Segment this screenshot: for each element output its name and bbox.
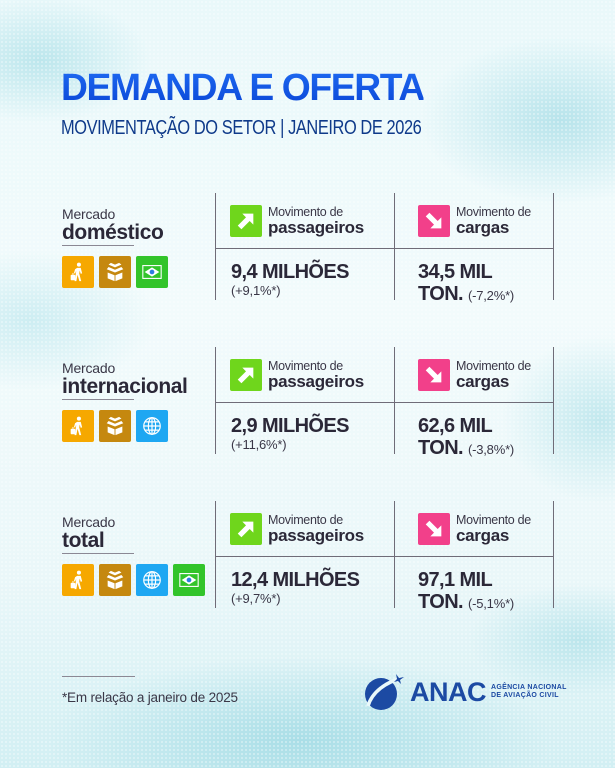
passengers-change: (+9,7%*) <box>231 591 281 606</box>
passengers-header: Movimento de passageiros <box>230 359 364 391</box>
divider <box>215 193 216 300</box>
agency-name: AGÊNCIA NACIONAL DE AVIAÇÃO CIVIL <box>491 684 567 699</box>
brazil-flag-icon <box>136 256 168 288</box>
traveler-icon <box>62 410 94 442</box>
passengers-value: 2,9 MILHÕES (+11,6%*) <box>231 415 349 452</box>
cargo-header: Movimento de cargas <box>418 359 531 391</box>
brazil-flag-icon <box>173 564 205 596</box>
globe-icon <box>136 410 168 442</box>
market-label: Mercado doméstico <box>62 206 164 244</box>
passengers-change: (+9,1%*) <box>231 283 281 298</box>
traveler-icon <box>62 256 94 288</box>
divider <box>216 402 553 403</box>
divider <box>215 501 216 608</box>
arrow-up-right-icon <box>230 513 262 545</box>
traveler-icon <box>62 564 94 596</box>
boxes-icon <box>99 564 131 596</box>
boxes-icon <box>99 410 131 442</box>
divider <box>62 399 134 400</box>
divider <box>62 553 134 554</box>
cargo-value: 97,1 MIL TON. (-5,1%*) <box>418 569 515 613</box>
market-label: Mercado internacional <box>62 360 188 398</box>
market-icons <box>62 410 168 442</box>
divider <box>553 193 554 300</box>
arrow-up-right-icon <box>230 205 262 237</box>
divider <box>215 347 216 454</box>
page-title: DEMANDA E OFERTA <box>61 67 425 109</box>
divider <box>553 347 554 454</box>
passengers-change: (+11,6%*) <box>231 437 287 452</box>
passengers-value: 9,4 MILHÕES (+9,1%*) <box>231 261 349 298</box>
market-name: total <box>62 529 105 552</box>
arrow-down-right-icon <box>418 513 450 545</box>
page-subtitle: MOVIMENTAÇÃO DO SETOR | JANEIRO DE 2026 <box>61 117 422 139</box>
cargo-header: Movimento de cargas <box>418 513 531 545</box>
divider <box>553 501 554 608</box>
cargo-change: (-3,8%*) <box>467 442 515 457</box>
cargo-change: (-7,2%*) <box>467 288 515 303</box>
divider <box>216 248 553 249</box>
globe-icon <box>136 564 168 596</box>
divider <box>394 501 395 608</box>
anac-emblem-icon <box>365 674 404 710</box>
cargo-value: 34,5 MIL TON. (-7,2%*) <box>418 261 515 305</box>
cargo-header: Movimento de cargas <box>418 205 531 237</box>
cargo-change: (-5,1%*) <box>467 596 515 611</box>
boxes-icon <box>99 256 131 288</box>
anac-logo: ANAC AGÊNCIA NACIONAL DE AVIAÇÃO CIVIL <box>362 672 567 712</box>
market-name: internacional <box>62 375 188 398</box>
passengers-header: Movimento de passageiros <box>230 513 364 545</box>
divider <box>62 676 135 677</box>
passengers-header: Movimento de passageiros <box>230 205 364 237</box>
divider <box>394 347 395 454</box>
footnote: *Em relação a janeiro de 2025 <box>62 690 238 705</box>
market-icons <box>62 256 168 288</box>
arrow-down-right-icon <box>418 205 450 237</box>
divider <box>394 193 395 300</box>
divider <box>216 556 553 557</box>
market-name: doméstico <box>62 221 164 244</box>
market-label: Mercado total <box>62 514 116 552</box>
arrow-up-right-icon <box>230 359 262 391</box>
divider <box>62 245 134 246</box>
arrow-down-right-icon <box>418 359 450 391</box>
passengers-value: 12,4 MILHÕES (+9,7%*) <box>231 569 360 606</box>
market-icons <box>62 564 205 596</box>
cargo-value: 62,6 MIL TON. (-3,8%*) <box>418 415 515 459</box>
